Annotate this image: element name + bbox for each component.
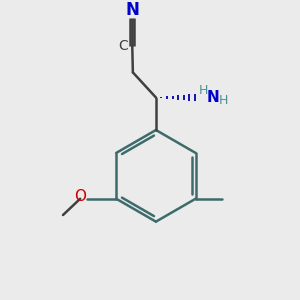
Text: O: O xyxy=(74,189,86,204)
Text: H: H xyxy=(219,94,228,107)
Text: N: N xyxy=(206,90,219,105)
Text: H: H xyxy=(199,85,208,98)
Text: N: N xyxy=(125,1,139,19)
Text: C: C xyxy=(118,39,128,53)
